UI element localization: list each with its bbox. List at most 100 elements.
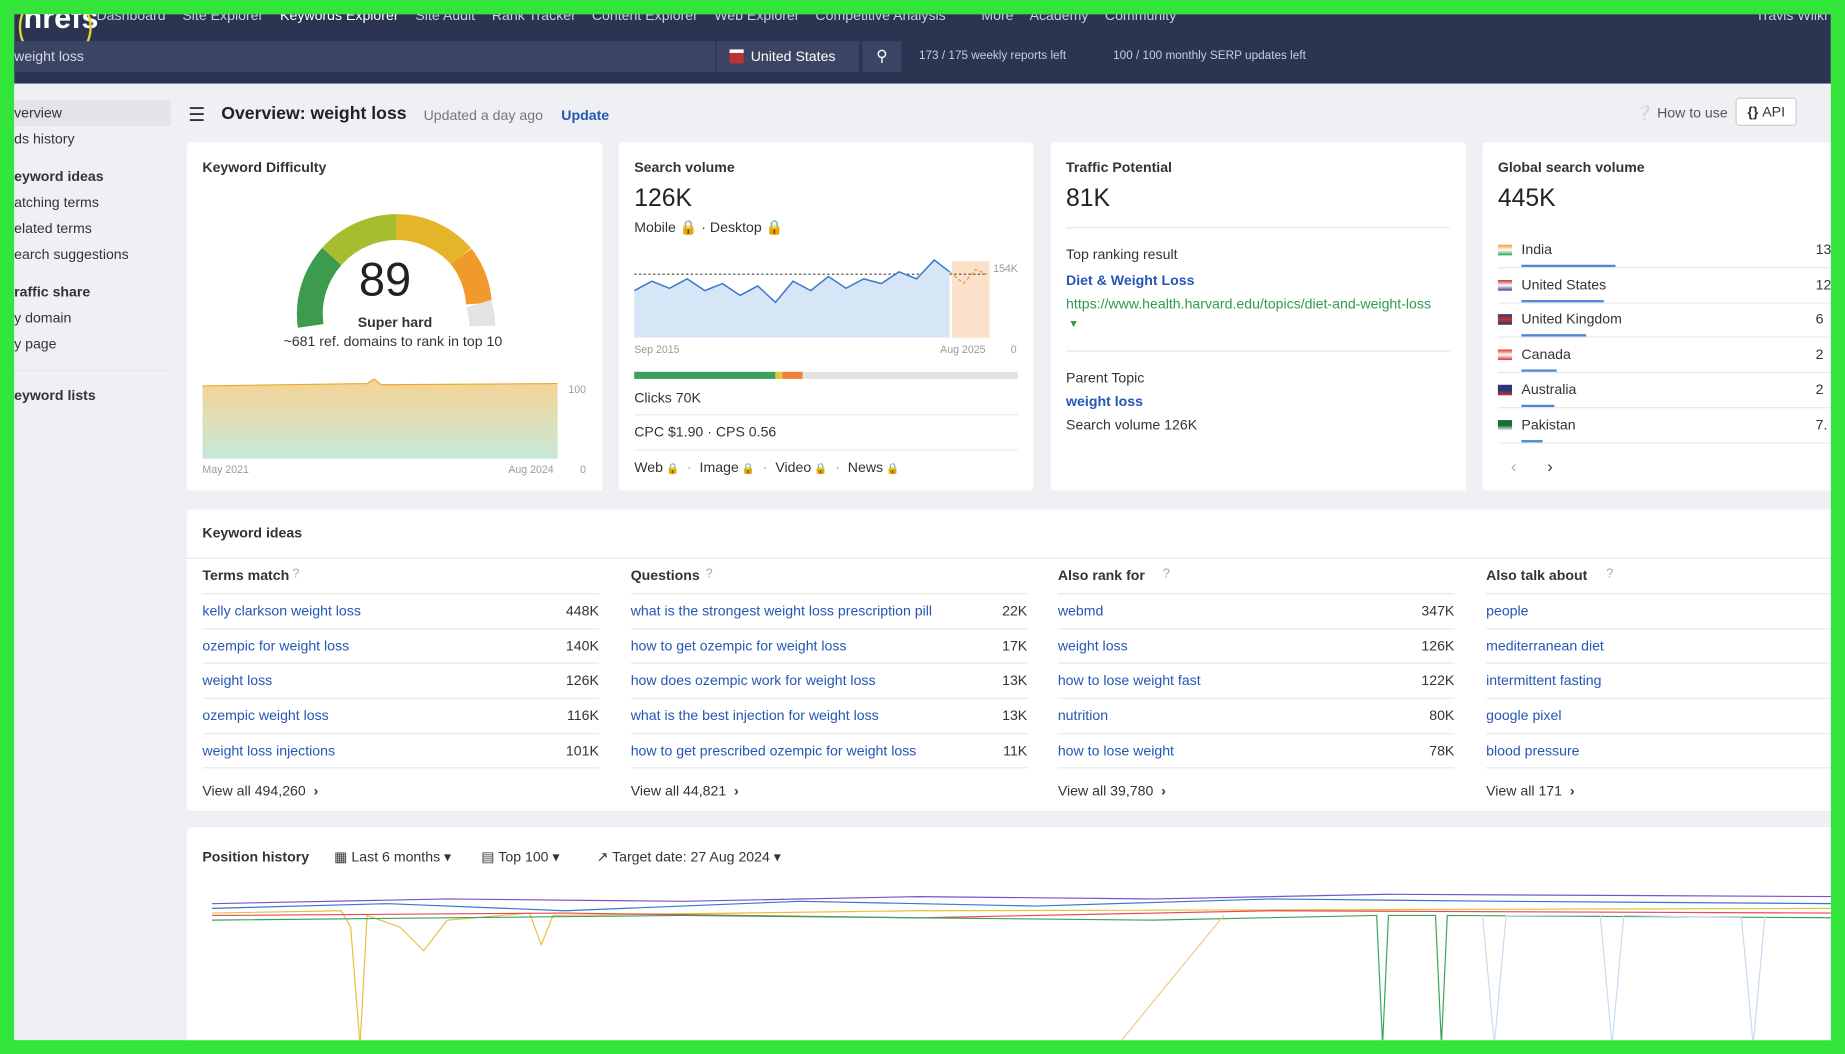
view-all[interactable]: View all 494,260 › [202,782,318,798]
help-icon: ? [292,567,299,581]
country-name[interactable]: United Kingdom [1521,311,1621,327]
lock-icon: 🔒 [883,462,899,474]
target-filter[interactable]: ↗ Target date: 27 Aug 2024 ▾ [597,848,781,864]
sidebar-item[interactable]: eyword lists [14,387,96,403]
top-url[interactable]: https://www.health.harvard.edu/topics/di… [1066,295,1431,311]
view-all-text: View all 39,780 [1058,782,1154,798]
keyword-volume: 126K [202,672,599,688]
sv-y-bottom: 0 [1011,344,1017,356]
updated: Updated a day ago [424,107,543,123]
keyword[interactable]: blood pressure [1486,742,1579,758]
country-flag [1498,280,1512,291]
country-name[interactable]: Pakistan [1521,416,1575,432]
lock-icon: 🔒 [739,462,755,474]
divider [202,698,599,699]
chevron: › [726,782,739,798]
search-box[interactable] [14,41,715,72]
country-volume: 2 [1816,346,1824,362]
country-name[interactable]: United States [1521,276,1606,292]
sidebar-item[interactable]: atching terms [14,194,99,210]
divider [1486,628,1831,629]
nav-item[interactable]: More [981,14,1013,23]
user-name[interactable]: Travis Wilki [1756,14,1828,23]
nav-item[interactable]: Content Explorer [592,14,698,23]
expand-arrow[interactable]: ▼ [1068,318,1078,330]
nav-item[interactable]: Site Audit [415,14,475,23]
sidebar-item[interactable]: verview [14,105,62,121]
kd-y-bottom: 0 [580,464,586,476]
sidebar-item[interactable]: ds history [14,131,74,147]
nav-item[interactable]: Community [1105,14,1176,23]
divider [634,414,1018,415]
nav-item[interactable]: Academy [1030,14,1089,23]
divider [631,698,1028,699]
nav-item[interactable]: Keywords Explorer [280,14,399,23]
keyword[interactable]: people [1486,602,1528,618]
gauge-green [310,257,332,326]
how-to-use[interactable]: ❔ How to use [1636,105,1728,121]
next-page[interactable]: › [1547,457,1552,476]
serp-feature: News [848,459,883,475]
keyword-volume: 126K [1058,637,1455,653]
lock-icon: 🔒 [811,462,827,474]
country-volume: 2 [1816,381,1824,397]
help-icon: ❔ [1636,105,1658,121]
sidebar-item[interactable]: raffic share [14,284,90,300]
update-link[interactable]: Update [561,107,609,123]
nav-item[interactable]: Competitive Analysis [815,14,945,23]
country-name[interactable]: Canada [1521,346,1570,362]
separator: · [827,459,847,475]
sidebar-item[interactable]: earch suggestions [14,246,129,262]
chevron: › [306,782,319,798]
keyword-volume: 78K [1058,742,1455,758]
parent-topic[interactable]: weight loss [1066,393,1143,409]
country: United States [751,48,836,64]
country-name[interactable]: India [1521,241,1552,257]
period: Last 6 months [351,848,440,864]
clicks: Clicks 70K [634,389,701,405]
divider [1058,663,1455,664]
nav-item[interactable]: Web Explorer [714,14,799,23]
parent-sv: Search volume 126K [1066,417,1197,433]
sv-x-end: Aug 2025 [940,344,985,356]
cpc: CPC $1.90 [634,424,703,440]
view-all[interactable]: View all 44,821 › [631,782,739,798]
menu-icon[interactable]: ☰ [188,104,205,128]
api-button[interactable]: {} API [1736,98,1797,126]
keyword[interactable]: intermittent fasting [1486,672,1601,688]
divider [1498,337,1831,338]
keyword[interactable]: mediterranean diet [1486,637,1604,653]
divider [1486,593,1831,594]
gauge-rest [479,304,483,326]
sidebar-item[interactable]: elated terms [14,220,92,236]
search-button[interactable]: ⚲ [862,41,901,72]
divider [634,449,1018,450]
period-filter[interactable]: ▦ Last 6 months ▾ [334,848,451,864]
keyword[interactable]: google pixel [1486,707,1561,723]
nav-item[interactable]: Dashboard [96,14,165,23]
nav-item[interactable]: Rank Tracker [492,14,576,23]
how-to-use-text: How to use [1657,105,1728,121]
view-all[interactable]: View all 39,780 › [1058,782,1166,798]
divider [202,663,599,664]
divider [631,663,1028,664]
divider [1498,442,1831,443]
sv-chart [634,255,993,337]
country-volume: 12 [1816,276,1831,292]
country-name[interactable]: Australia [1521,381,1576,397]
column-heading: Also rank for [1058,567,1145,583]
kd-note: ~681 ref. domains to rank in top 10 [284,333,503,349]
column-heading: Terms match [202,567,289,583]
prev-page[interactable]: ‹ [1511,457,1516,476]
sidebar-item[interactable]: y domain [14,309,71,325]
top-title[interactable]: Diet & Weight Loss [1066,272,1194,288]
gsv-value: 445K [1498,185,1556,213]
divider [631,628,1028,629]
weekly-reports: 173 / 175 weekly reports left [919,49,1066,62]
country-flag [1498,419,1512,430]
top-filter[interactable]: ▤ Top 100 ▾ [481,848,559,864]
nav-item[interactable]: Site Explorer [182,14,263,23]
view-all[interactable]: View all 171 › [1486,782,1574,798]
sidebar-item[interactable]: y page [14,335,56,351]
sidebar-item[interactable]: eyword ideas [14,168,103,184]
